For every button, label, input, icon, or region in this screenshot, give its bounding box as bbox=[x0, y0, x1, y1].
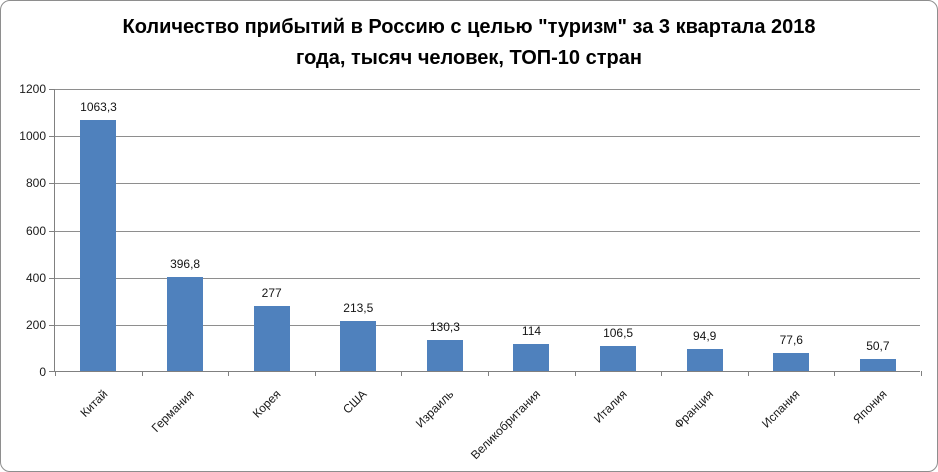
bar-value-label: 114 bbox=[521, 324, 542, 339]
x-axis-tick bbox=[314, 371, 316, 376]
x-axis-label: Китай bbox=[77, 387, 111, 420]
y-axis: 0 200 400 600 800 1000 1200 bbox=[1, 82, 46, 379]
bar-value-label: 106,5 bbox=[603, 325, 634, 340]
x-axis-tick bbox=[574, 371, 576, 376]
y-axis-label: 1000 bbox=[19, 129, 46, 144]
x-axis-label: США bbox=[340, 387, 370, 417]
y-axis-label: 200 bbox=[25, 317, 46, 332]
y-axis-tick bbox=[49, 277, 55, 279]
y-axis-label: 400 bbox=[25, 270, 46, 285]
bar-value-label: 396,8 bbox=[170, 257, 201, 272]
x-axis-tick bbox=[401, 371, 403, 376]
x-axis-tick bbox=[661, 371, 663, 376]
x-axis-tick bbox=[141, 371, 143, 376]
x-axis-tick bbox=[921, 371, 922, 376]
bar-value-label: 94,9 bbox=[693, 328, 717, 343]
x-axis-label: Япония bbox=[850, 387, 890, 427]
x-axis-tick bbox=[488, 371, 489, 376]
chart-title-line-1: Количество прибытий в Россию с целью "ту… bbox=[122, 16, 816, 38]
bar-value-label: 130,3 bbox=[429, 320, 460, 335]
bar bbox=[513, 344, 550, 371]
x-axis-tick bbox=[55, 371, 56, 376]
bar bbox=[340, 320, 377, 371]
gridline bbox=[55, 183, 920, 185]
bar bbox=[773, 352, 810, 371]
bar-value-label: 77,6 bbox=[779, 332, 803, 347]
y-axis-label: 0 bbox=[39, 365, 46, 379]
x-axis-label: Испания bbox=[759, 387, 803, 431]
y-axis-tick bbox=[49, 183, 55, 185]
x-axis-label: Италия bbox=[590, 387, 630, 426]
x-axis-label: Великобритания bbox=[468, 387, 544, 463]
x-axis-label: Израиль bbox=[413, 387, 457, 431]
x-axis-label: Германия bbox=[148, 387, 197, 435]
y-axis-tick bbox=[49, 136, 55, 138]
plot-area: 1063,3 396,8 277 213,5 130,3 114 106,5 94,9 77,6… bbox=[49, 89, 922, 376]
bar bbox=[253, 305, 290, 371]
x-axis-tick bbox=[834, 371, 836, 376]
y-axis-tick bbox=[49, 89, 55, 90]
bar-value-label: 277 bbox=[261, 285, 282, 300]
gridline bbox=[55, 324, 920, 326]
x-axis-label: Корея bbox=[249, 387, 284, 421]
y-axis-tick bbox=[49, 230, 55, 232]
x-axis-tick bbox=[747, 371, 749, 376]
x-axis: Китай Германия Корея США Израиль Великобритан… bbox=[54, 373, 920, 471]
bar-value-label: 213,5 bbox=[343, 300, 374, 315]
bar bbox=[599, 345, 636, 371]
chart-title: Количество прибытий в Россию с целью "ту… bbox=[1, 12, 937, 74]
gridline bbox=[55, 136, 920, 138]
y-axis-label: 1200 bbox=[19, 82, 46, 96]
bar bbox=[166, 277, 203, 371]
bar-value-label: 1063,3 bbox=[80, 100, 117, 115]
gridline bbox=[55, 277, 920, 279]
chart-title-line-2: года, тысяч человек, ТОП-10 стран bbox=[296, 47, 642, 69]
gridline bbox=[55, 230, 920, 232]
y-axis-tick bbox=[49, 371, 55, 372]
bar-value-label: 50,7 bbox=[866, 339, 890, 354]
y-axis-label: 600 bbox=[25, 223, 46, 238]
bar bbox=[859, 359, 896, 371]
bar bbox=[426, 340, 463, 371]
x-axis-label: Франция bbox=[671, 387, 717, 432]
x-axis-tick bbox=[228, 371, 230, 376]
gridline bbox=[55, 89, 920, 90]
bar bbox=[80, 120, 117, 371]
bar bbox=[686, 348, 723, 371]
y-axis-label: 800 bbox=[25, 176, 46, 191]
y-axis-tick bbox=[49, 324, 55, 326]
